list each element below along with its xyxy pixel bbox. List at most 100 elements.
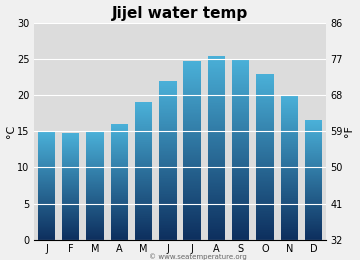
Bar (280, 121, 298, 122)
Bar (38, 204, 55, 205)
Bar (256, 196, 274, 197)
Bar (183, 71, 201, 72)
Bar (208, 82, 225, 83)
Bar (183, 74, 201, 75)
Bar (62, 186, 80, 187)
Bar (256, 95, 274, 96)
Bar (208, 197, 225, 198)
Bar (86, 147, 104, 148)
Bar (232, 106, 249, 107)
Bar (232, 134, 249, 135)
Bar (280, 220, 298, 221)
Bar (62, 148, 80, 149)
Bar (38, 153, 55, 154)
Bar (256, 225, 274, 226)
Bar (232, 185, 249, 186)
Title: Jijel water temp: Jijel water temp (112, 5, 248, 21)
Bar (86, 183, 104, 184)
Bar (159, 175, 177, 176)
Bar (208, 177, 225, 178)
Bar (38, 225, 55, 226)
Bar (280, 217, 298, 218)
Bar (38, 144, 55, 145)
Bar (159, 100, 177, 101)
Bar (86, 133, 104, 134)
Bar (305, 194, 322, 195)
Bar (208, 152, 225, 153)
Bar (38, 230, 55, 231)
Bar (38, 153, 55, 154)
Bar (280, 124, 298, 125)
Bar (159, 162, 177, 163)
Bar (208, 131, 225, 132)
Bar (232, 151, 249, 152)
Bar (305, 181, 322, 182)
Bar (38, 233, 55, 234)
Bar (256, 99, 274, 100)
Bar (62, 229, 80, 230)
Bar (135, 237, 152, 238)
Bar (159, 121, 177, 122)
Bar (232, 61, 249, 62)
Bar (135, 201, 152, 202)
Bar (183, 213, 201, 214)
Bar (111, 170, 128, 171)
Bar (208, 218, 225, 219)
Bar (183, 158, 201, 159)
Bar (208, 66, 225, 67)
Bar (208, 186, 225, 187)
Bar (280, 181, 298, 182)
Bar (232, 132, 249, 133)
Bar (183, 77, 201, 79)
Bar (208, 81, 225, 82)
Bar (208, 216, 225, 217)
Bar (62, 144, 80, 145)
Bar (183, 112, 201, 113)
Bar (86, 136, 104, 137)
Bar (256, 107, 274, 108)
Bar (183, 201, 201, 202)
Bar (232, 145, 249, 146)
Bar (86, 219, 104, 220)
Bar (159, 93, 177, 94)
Bar (208, 62, 225, 63)
Bar (159, 177, 177, 178)
Bar (208, 179, 225, 180)
Bar (135, 211, 152, 212)
Bar (135, 144, 152, 145)
Bar (38, 133, 55, 134)
Bar (183, 102, 201, 103)
Bar (256, 207, 274, 208)
Bar (135, 145, 152, 146)
Bar (111, 132, 128, 133)
Bar (135, 176, 152, 177)
Bar (208, 93, 225, 94)
Bar (183, 203, 201, 204)
Bar (232, 182, 249, 183)
Bar (208, 73, 225, 74)
Bar (305, 167, 322, 168)
Bar (111, 156, 128, 157)
Bar (256, 220, 274, 221)
Bar (159, 168, 177, 169)
Bar (111, 134, 128, 135)
Bar (183, 168, 201, 169)
Bar (256, 157, 274, 158)
Bar (135, 152, 152, 153)
Bar (256, 212, 274, 213)
Bar (62, 151, 80, 152)
Bar (111, 141, 128, 142)
Bar (183, 114, 201, 115)
Bar (159, 90, 177, 91)
Bar (305, 173, 322, 174)
Bar (183, 116, 201, 117)
Bar (280, 111, 298, 112)
Bar (232, 233, 249, 234)
Bar (183, 160, 201, 161)
Bar (135, 131, 152, 132)
Bar (256, 93, 274, 94)
Bar (135, 119, 152, 120)
Bar (183, 76, 201, 77)
Bar (183, 237, 201, 238)
Bar (256, 85, 274, 86)
